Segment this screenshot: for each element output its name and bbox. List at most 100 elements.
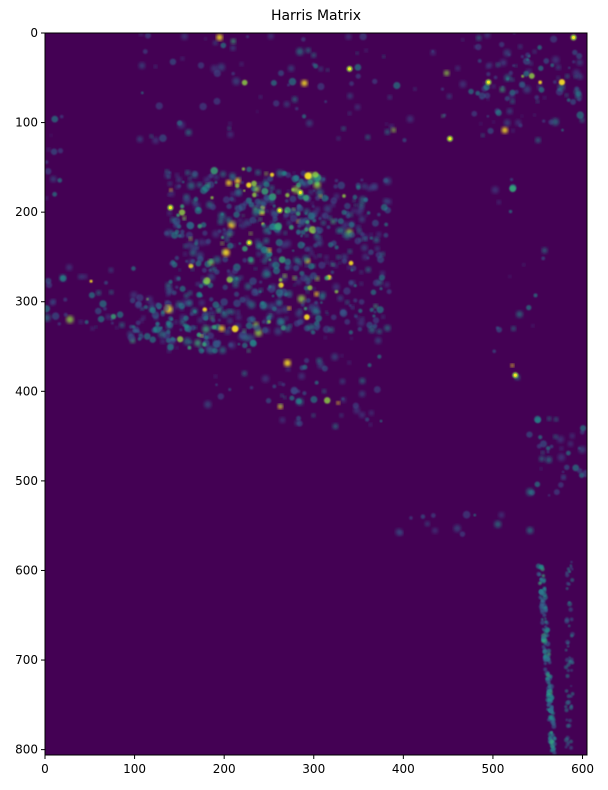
response-blob: [214, 269, 219, 274]
response-blob: [548, 494, 550, 496]
response-blob: [347, 93, 353, 99]
response-blob: [189, 341, 192, 344]
response-blob: [566, 587, 569, 590]
response-blob: [432, 528, 438, 534]
response-blob: [492, 186, 499, 193]
response-blob: [228, 122, 231, 125]
response-blob: [552, 742, 556, 746]
response-blob: [384, 177, 391, 184]
response-blob: [569, 740, 573, 744]
response-blob: [188, 259, 194, 265]
response-blob: [538, 573, 542, 577]
response-blob: [473, 514, 476, 517]
response-blob: [266, 322, 268, 324]
response-blob: [242, 80, 248, 86]
response-blob: [535, 482, 541, 488]
response-blob: [538, 66, 543, 71]
response-blob: [511, 78, 514, 81]
response-blob: [369, 410, 374, 415]
response-blob: [407, 116, 414, 123]
response-blob: [268, 231, 272, 235]
response-blob: [246, 35, 249, 38]
response-blob: [568, 625, 571, 628]
response-blob: [339, 262, 341, 264]
response-blob: [522, 263, 525, 266]
response-blob: [161, 310, 165, 314]
response-blob: [373, 237, 379, 243]
response-blob: [242, 343, 248, 349]
response-blob: [188, 177, 192, 181]
response-blob: [307, 285, 312, 290]
response-blob: [351, 208, 356, 213]
y-tick-label: 0: [30, 26, 38, 40]
response-blob: [193, 310, 196, 313]
response-blob: [286, 367, 291, 372]
response-blob: [226, 204, 231, 209]
response-blob: [523, 71, 529, 77]
response-blob: [210, 167, 218, 175]
response-blob: [444, 70, 450, 76]
response-blob: [287, 306, 291, 310]
response-blob: [146, 296, 153, 303]
response-blob: [152, 137, 159, 144]
response-blob: [529, 61, 533, 65]
response-blob: [246, 322, 253, 329]
response-blob: [175, 286, 178, 289]
response-blob: [249, 277, 257, 285]
response-blob: [47, 148, 50, 151]
response-blob: [284, 325, 291, 332]
response-blob: [165, 300, 168, 303]
response-blob: [557, 436, 564, 443]
response-blob: [132, 325, 135, 328]
response-blob: [550, 36, 557, 43]
response-blob: [577, 74, 583, 80]
response-blob: [78, 274, 83, 279]
response-blob: [310, 315, 313, 318]
response-blob: [111, 314, 116, 319]
response-blob: [256, 204, 260, 208]
response-blob: [301, 80, 307, 86]
response-blob: [280, 242, 286, 248]
response-blob: [247, 349, 250, 352]
response-blob: [553, 80, 557, 84]
response-blob: [360, 178, 363, 181]
response-blob: [215, 181, 218, 184]
response-blob: [354, 204, 357, 207]
response-blob: [327, 225, 331, 229]
response-blob: [216, 34, 222, 40]
response-blob: [175, 346, 178, 349]
response-blob: [264, 172, 268, 176]
response-blob: [548, 661, 552, 665]
response-blob: [380, 420, 383, 423]
response-blob: [331, 314, 337, 320]
response-blob: [248, 241, 251, 244]
response-blob: [431, 513, 436, 518]
response-blob: [197, 224, 202, 229]
response-blob: [212, 301, 219, 308]
response-blob: [544, 620, 547, 623]
x-axis: 0 100 200 300 400 500 600: [41, 755, 594, 776]
response-blob: [381, 204, 388, 211]
response-blob: [232, 198, 235, 201]
response-blob: [318, 217, 321, 220]
response-blob: [255, 199, 261, 205]
response-blob: [565, 640, 570, 645]
response-blob: [284, 360, 291, 367]
response-blob: [478, 59, 482, 63]
response-blob: [568, 607, 572, 611]
response-blob: [270, 190, 273, 193]
response-blob: [297, 319, 303, 325]
response-blob: [542, 639, 544, 641]
response-blob: [386, 199, 392, 205]
response-blob: [455, 66, 460, 71]
response-blob: [549, 709, 553, 713]
response-blob: [322, 178, 325, 181]
response-blob: [156, 303, 160, 307]
response-blob: [184, 293, 189, 298]
response-blob: [227, 131, 233, 137]
response-blob: [356, 74, 361, 79]
response-blob: [345, 34, 351, 40]
response-blob: [302, 255, 309, 262]
